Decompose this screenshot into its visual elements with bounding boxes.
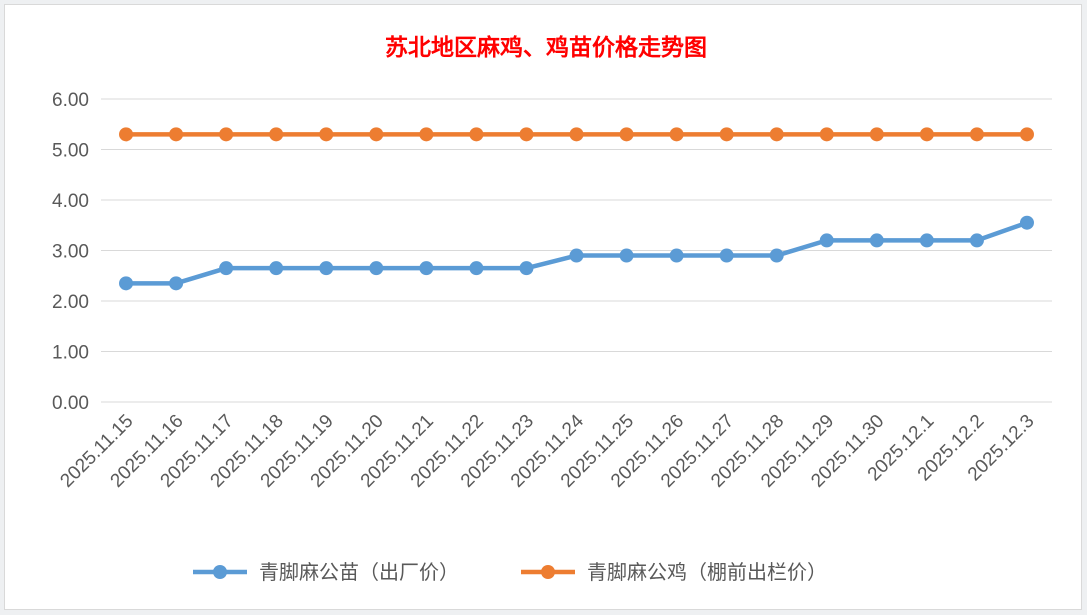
y-tick-label: 2.00 [52,292,89,313]
data-point [469,127,484,142]
data-point [869,127,884,142]
legend: 青脚麻公苗（出厂价） 青脚麻公鸡（棚前出栏价） [193,561,827,584]
y-tick-label: 6.00 [52,90,89,111]
data-point [819,233,834,248]
data-point [319,127,334,142]
y-tick-label: 0.00 [52,393,89,414]
data-point [469,261,484,276]
data-point [419,261,434,276]
data-point [219,261,234,276]
series-1 [119,127,1034,142]
data-point [769,127,784,142]
data-point [219,127,234,142]
data-point [669,248,684,263]
y-tick-label: 4.00 [52,191,89,212]
legend-swatch-marker [541,565,555,579]
data-point [1019,127,1034,142]
data-point [269,261,284,276]
legend-item: 青脚麻公鸡（棚前出栏价） [521,561,827,584]
chart-frame: 苏北地区麻鸡、鸡苗价格走势图 0.00 1.00 2.00 3.00 4.00 5.00 6… [4,4,1082,610]
chart-title: 苏北地区麻鸡、鸡苗价格走势图 [385,34,707,61]
data-point [669,127,684,142]
data-point [519,261,534,276]
y-axis-tick-labels: 0.00 1.00 2.00 3.00 4.00 5.00 6.00 [52,90,89,414]
data-point [969,233,984,248]
data-point [569,248,584,263]
data-point [769,248,784,263]
data-point [719,248,734,263]
gridlines [101,98,1052,403]
data-point [419,127,434,142]
data-point [569,127,584,142]
data-point [519,127,534,142]
data-point [619,248,634,263]
data-point [919,127,934,142]
line-chart: 苏北地区麻鸡、鸡苗价格走势图 0.00 1.00 2.00 3.00 4.00 5.00 6… [52,34,1052,584]
data-point [969,127,984,142]
data-point [119,127,134,142]
x-axis-tick-labels: 2025.11.152025.11.162025.11.172025.11.18… [56,410,1038,491]
data-point [169,276,184,291]
data-point [319,261,334,276]
data-point [919,233,934,248]
data-point [269,127,284,142]
data-point [819,127,834,142]
data-point [619,127,634,142]
legend-swatch-marker [213,565,227,579]
legend-label: 青脚麻公鸡（棚前出栏价） [587,561,827,584]
y-tick-label: 3.00 [52,242,89,263]
legend-label: 青脚麻公苗（出厂价） [259,561,459,584]
data-point [369,127,384,142]
series-0 [119,215,1034,291]
series-lines [119,127,1034,291]
y-tick-label: 1.00 [52,343,89,364]
data-point [869,233,884,248]
y-tick-label: 5.00 [52,141,89,162]
data-point [1019,215,1034,230]
data-point [719,127,734,142]
data-point [169,127,184,142]
legend-item: 青脚麻公苗（出厂价） [193,561,459,584]
data-point [369,261,384,276]
data-point [119,276,134,291]
